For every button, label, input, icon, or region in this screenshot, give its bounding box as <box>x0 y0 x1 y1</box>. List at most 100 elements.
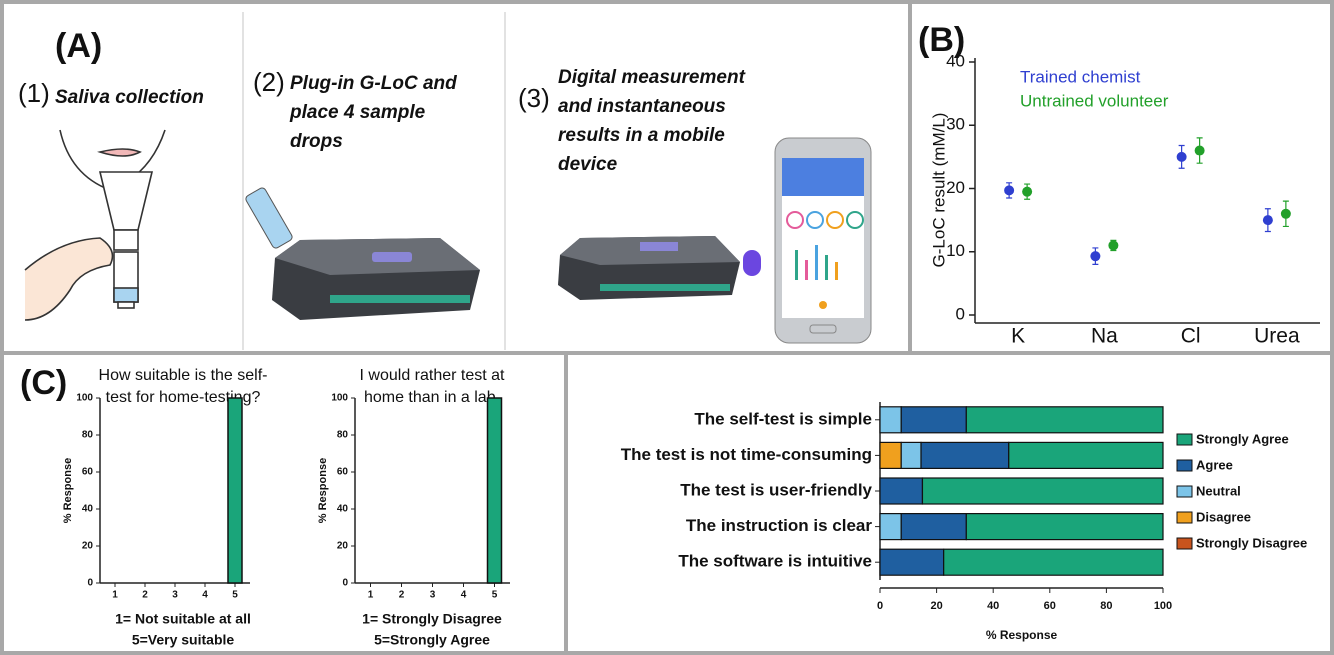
chart-title: I would rather test at <box>360 367 506 384</box>
legend-label: Strongly Disagree <box>1196 535 1307 550</box>
bar-segment <box>966 407 1163 433</box>
x-tick-label: 0 <box>877 600 883 612</box>
y-tick-label: 0 <box>342 578 348 589</box>
y-axis-label: % Response <box>62 458 74 523</box>
legend-swatch <box>1177 538 1192 549</box>
step-text: place 4 sample <box>289 102 426 123</box>
x-tick-label: 60 <box>1044 600 1056 612</box>
y-tick-label: 100 <box>76 393 93 404</box>
data-point <box>1177 152 1187 162</box>
x-axis-label: 1= Strongly Disagree <box>362 611 502 627</box>
x-tick-label: 1 <box>112 590 118 601</box>
step-text: results in a mobile <box>558 125 725 146</box>
x-tick-label: 1 <box>368 590 374 601</box>
step-text: drops <box>290 131 343 152</box>
bar <box>488 398 502 583</box>
x-tick-label: 40 <box>987 600 999 612</box>
bar-segment <box>922 478 1163 504</box>
step-text: and instantaneous <box>558 96 726 117</box>
y-axis-label: % Response <box>317 458 329 523</box>
legend-label: Strongly Agree <box>1196 431 1289 446</box>
bar <box>228 398 242 583</box>
x-tick-label: Cl <box>1181 325 1201 348</box>
y-tick-label: 20 <box>946 178 965 197</box>
x-tick-label: 3 <box>172 590 178 601</box>
x-tick-label: 5 <box>232 590 238 601</box>
bar-segment <box>880 442 901 468</box>
step-number: (2) <box>253 67 285 97</box>
y-tick-label: 30 <box>946 115 965 134</box>
saliva-illustration <box>25 130 165 320</box>
legend-swatch <box>1177 486 1192 497</box>
x-tick-label: 80 <box>1100 600 1112 612</box>
page: (A) (1) Saliva collection (2) Plug-in G-… <box>0 0 1334 655</box>
data-point <box>1090 251 1100 261</box>
bar-segment <box>901 442 921 468</box>
data-point <box>1108 240 1118 250</box>
y-tick-label: 80 <box>82 430 94 441</box>
bar-segment <box>901 514 966 540</box>
x-tick-label: 4 <box>461 590 467 601</box>
bar-segment <box>880 549 944 575</box>
x-tick-label: 5 <box>492 590 498 601</box>
figure: (A) (1) Saliva collection (2) Plug-in G-… <box>0 0 1334 655</box>
data-point <box>1195 146 1205 156</box>
x-tick-label: 4 <box>202 590 208 601</box>
x-axis-label: % Response <box>986 628 1058 642</box>
y-tick-label: 10 <box>946 241 965 260</box>
chart-title: How suitable is the self- <box>99 367 268 384</box>
x-axis-label: 1= Not suitable at all <box>115 611 251 627</box>
y-tick-label: The instruction is clear <box>686 516 872 535</box>
y-tick-label: 0 <box>956 304 965 323</box>
y-tick-label: 40 <box>946 51 965 70</box>
bar-segment <box>921 442 1009 468</box>
bar-segment <box>880 514 901 540</box>
y-tick-label: The test is not time-consuming <box>621 445 872 464</box>
y-tick-label: 60 <box>82 467 94 478</box>
y-tick-label: 100 <box>331 393 348 404</box>
panel-label: (A) <box>55 27 102 65</box>
legend-label: Neutral <box>1196 483 1241 498</box>
step-number: (1) <box>18 78 50 108</box>
step-text: device <box>558 154 618 175</box>
y-tick-label: 40 <box>337 504 349 515</box>
y-tick-label: 60 <box>337 467 349 478</box>
device-illustration <box>244 187 480 320</box>
x-tick-label: 3 <box>430 590 436 601</box>
legend-label: Untrained volunteer <box>1020 91 1169 110</box>
y-tick-label: 20 <box>337 541 349 552</box>
step-text: Plug-in G-LoC and <box>290 73 457 94</box>
y-axis-label: G-LoC result (mM/L) <box>929 113 948 268</box>
bar-segment <box>944 549 1163 575</box>
step-text: Saliva collection <box>55 87 204 108</box>
y-tick-label: 0 <box>87 578 93 589</box>
legend-swatch <box>1177 512 1192 523</box>
x-tick-label: 100 <box>1154 600 1172 612</box>
y-tick-label: 40 <box>82 504 94 515</box>
data-point <box>1263 215 1273 225</box>
x-axis-label: 5=Strongly Agree <box>374 632 490 648</box>
data-point <box>1022 187 1032 197</box>
bar-segment <box>880 407 901 433</box>
bar-segment <box>901 407 966 433</box>
y-tick-label: The self-test is simple <box>694 409 872 428</box>
data-point <box>1004 185 1014 195</box>
bar-segment <box>1009 442 1163 468</box>
x-tick-label: 2 <box>399 590 405 601</box>
y-tick-label: 20 <box>82 541 94 552</box>
legend-swatch <box>1177 434 1192 445</box>
legend-label: Disagree <box>1196 509 1251 524</box>
y-tick-label: The test is user-friendly <box>680 480 872 499</box>
x-tick-label: 2 <box>142 590 148 601</box>
data-point <box>1281 209 1291 219</box>
x-tick-label: Na <box>1091 325 1118 348</box>
step-text: Digital measurement <box>558 67 746 88</box>
legend-label: Trained chemist <box>1020 67 1141 86</box>
x-axis-label: 5=Very suitable <box>132 632 235 648</box>
x-tick-label: 20 <box>930 600 942 612</box>
bar-segment <box>880 478 922 504</box>
bar-segment <box>966 514 1163 540</box>
step-number: (3) <box>518 83 550 113</box>
chart-title: home than in a lab. <box>364 389 500 406</box>
legend-label: Agree <box>1196 457 1233 472</box>
